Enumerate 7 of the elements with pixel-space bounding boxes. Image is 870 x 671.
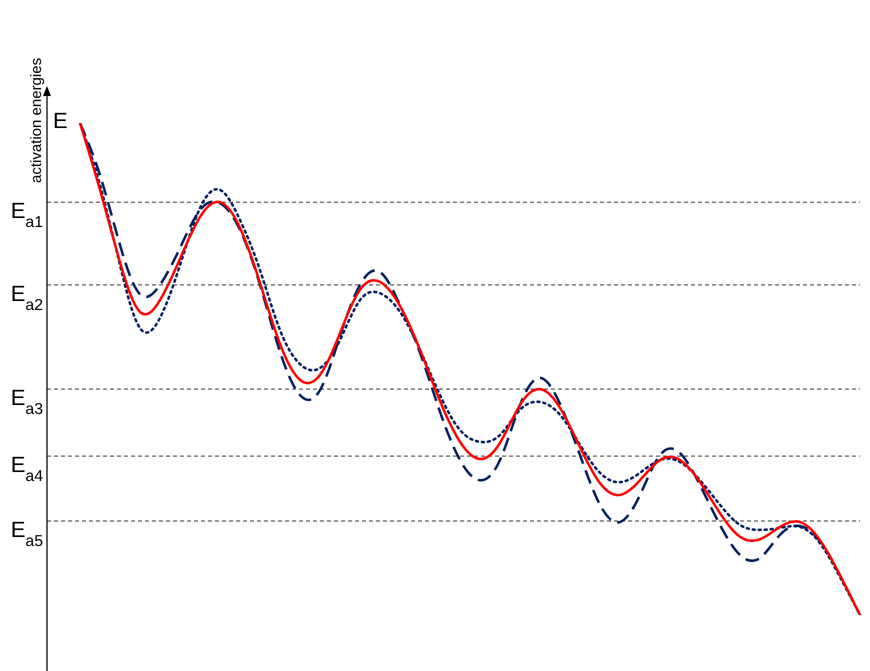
ref-line-label: E$_{a2}$ — [10, 280, 43, 314]
ref-line-label: E$_{a4}$ — [10, 452, 44, 485]
ref-line-label: E$_{a3}$ — [10, 385, 44, 418]
ref-line-label: E$_{a5}$ — [10, 517, 44, 550]
ref-line-label: E$_{a1}$ — [10, 198, 44, 231]
y-axis-title: activation energies — [28, 58, 45, 183]
annotation: E — [53, 108, 68, 134]
